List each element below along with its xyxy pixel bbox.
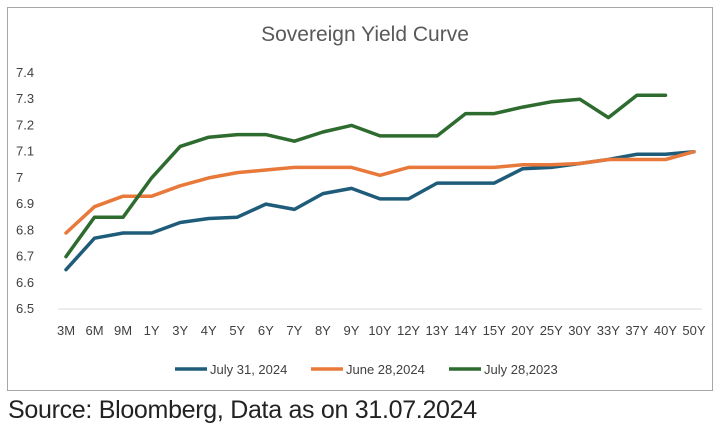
x-tick-label: 1Y [144,323,160,338]
x-tick-label: 7Y [286,323,302,338]
legend-label-2: June 28,2024 [346,362,425,377]
legend: July 31, 2024 June 28,2024 July 28,2023 [175,362,558,377]
x-tick-label: 15Y [483,323,506,338]
x-tick-label: 5Y [229,323,245,338]
x-tick-label: 3Y [172,323,188,338]
x-tick-label: 9Y [344,323,360,338]
legend-label-3: July 28,2023 [484,362,558,377]
x-tick-label: 3M [57,323,75,338]
x-tick-label: 20Y [511,323,534,338]
y-tick-label: 7.1 [16,144,34,159]
x-tick-label: 14Y [454,323,477,338]
x-tick-label: 37Y [625,323,648,338]
yield-curve-chart: Sovereign Yield Curve 6.5 6.6 6.7 6.8 6.9 7 7.… [16,23,706,377]
y-tick-label: 6.5 [16,301,34,316]
y-tick-label: 6.6 [16,275,34,290]
x-tick-label: 25Y [540,323,563,338]
x-tick-label: 40Y [654,323,677,338]
x-tick-label: 6Y [258,323,274,338]
series-line-2 [64,149,696,235]
x-tick-label: 13Y [426,323,449,338]
x-tick-label: 50Y [682,323,705,338]
x-tick-label: 12Y [397,323,420,338]
y-axis: 6.5 6.6 6.7 6.8 6.9 7 7.1 7.2 7.3 7.4 [16,65,34,316]
series-line-3 [64,93,668,259]
y-tick-label: 6.7 [16,249,34,264]
legend-label-1: July 31, 2024 [210,362,287,377]
x-tick-label: 30Y [568,323,591,338]
y-tick-label: 7 [16,170,23,185]
series-lines [64,93,696,272]
y-tick-label: 6.8 [16,222,34,237]
y-tick-label: 6.9 [16,196,34,211]
x-tick-label: 33Y [597,323,620,338]
y-tick-label: 7.4 [16,65,34,80]
y-tick-label: 7.3 [16,91,34,106]
chart-frame: Sovereign Yield Curve 6.5 6.6 6.7 6.8 6.9 7 7.… [7,7,713,391]
x-tick-label: 8Y [315,323,331,338]
chart-title: Sovereign Yield Curve [261,23,469,46]
x-tick-label: 9M [114,323,132,338]
x-axis: 3M 6M 9M 1Y 3Y 4Y 5Y 6Y 7Y 8Y 9Y 10Y 12Y 13Y 14Y 15Y 20Y… [57,323,706,338]
x-tick-label: 4Y [201,323,217,338]
y-tick-label: 7.2 [16,117,34,132]
x-tick-label: 10Y [368,323,391,338]
x-tick-label: 6M [86,323,104,338]
source-note: Source: Bloomberg, Data as on 31.07.2024 [8,396,477,424]
